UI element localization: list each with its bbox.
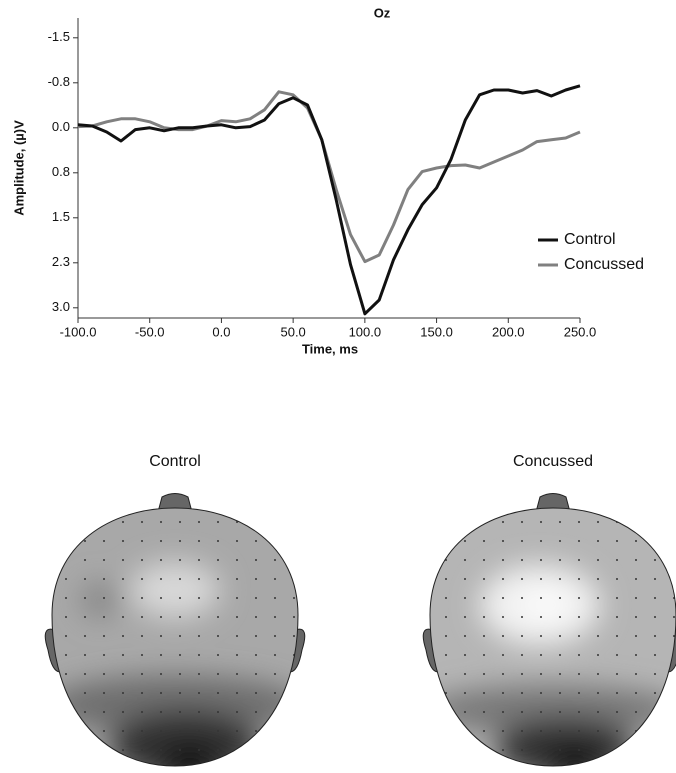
x-tick-label: 250.0 [564,324,597,339]
legend-label: Concussed [564,256,644,273]
x-tick-label: -100.0 [60,324,97,339]
y-tick-label: -1.5 [48,29,70,44]
y-tick-label: 0.0 [52,119,70,134]
x-tick-label: 150.0 [420,324,453,339]
x-tick-label: -50.0 [135,324,165,339]
x-tick-label: 200.0 [492,324,525,339]
y-tick-label: 0.8 [52,164,70,179]
y-tick-label: -0.8 [48,74,70,89]
y-tick-label: 2.3 [52,254,70,269]
legend-label: Control [564,231,616,248]
y-tick-label: 1.5 [52,209,70,224]
y-axis-label: Amplitude, (µ)V [11,120,26,216]
y-tick-label: 3.0 [52,299,70,314]
x-tick-label: 0.0 [212,324,230,339]
x-tick-label: 100.0 [349,324,382,339]
line-series [77,84,581,316]
x-tick-label: 50.0 [280,324,305,339]
topomap-concussed [422,493,676,767]
topomap-control [44,493,306,767]
topomap-title: Concussed [513,453,593,470]
line-series [77,90,581,264]
x-axis-label: Time, ms [302,341,358,356]
chart-title: Oz [374,5,391,20]
topomap-title: Control [149,453,201,470]
